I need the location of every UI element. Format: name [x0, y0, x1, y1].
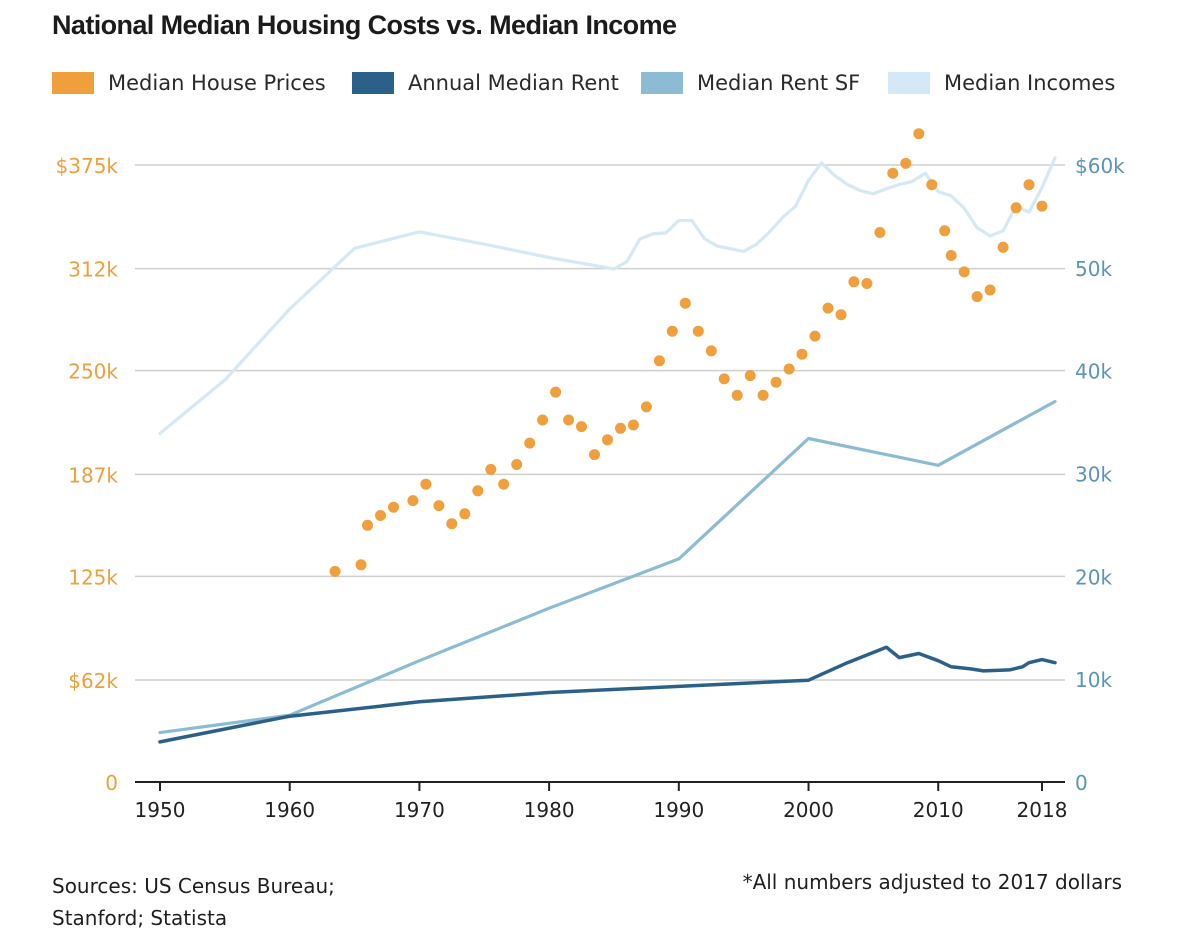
legend-label-median-house-prices: Median House Prices: [108, 71, 326, 95]
legend-swatch-annual-median-rent: [352, 72, 394, 94]
data-point-median-house-prices-14: [524, 437, 536, 449]
y-left-tick-label-2: 125k: [68, 565, 118, 589]
data-point-median-house-prices-19: [589, 449, 600, 461]
data-point-median-house-prices-42: [887, 167, 899, 179]
legend-label-annual-median-rent: Annual Median Rent: [408, 71, 619, 95]
legend-item-median-house-prices: Median House Prices: [52, 66, 326, 100]
data-point-median-house-prices-51: [997, 241, 1009, 253]
data-point-median-house-prices-12: [498, 478, 510, 490]
data-point-median-house-prices-35: [796, 348, 808, 360]
x-tick-label-1970: 1970: [394, 798, 445, 822]
data-point-median-house-prices-21: [615, 422, 626, 434]
data-point-median-house-prices-5: [407, 495, 419, 507]
x-tick-label-1960: 1960: [264, 798, 315, 822]
data-point-median-house-prices-39: [848, 276, 860, 288]
data-point-median-house-prices-40: [861, 278, 873, 289]
x-tick-label-2000: 2000: [783, 798, 834, 822]
source-line-1: Sources: US Census Bureau;: [52, 874, 335, 898]
data-point-median-house-prices-46: [939, 225, 951, 237]
data-point-median-house-prices-15: [537, 414, 549, 426]
legend-swatch-median-incomes: [888, 72, 930, 94]
y-right-tick-label-4: 40k: [1075, 360, 1112, 384]
y-right-tick-label-5: 50k: [1075, 257, 1112, 281]
data-point-median-house-prices-10: [472, 485, 484, 497]
data-point-median-house-prices-47: [945, 250, 957, 261]
data-point-median-house-prices-53: [1023, 179, 1035, 191]
data-point-median-house-prices-9: [459, 508, 471, 520]
data-point-median-house-prices-20: [602, 434, 613, 446]
y-left-tick-label-1: $62k: [68, 669, 118, 693]
data-point-median-house-prices-31: [744, 370, 756, 382]
data-point-median-house-prices-43: [900, 157, 912, 169]
source-line-2: Stanford; Statista: [52, 906, 228, 930]
data-point-median-house-prices-3: [375, 510, 386, 521]
data-point-median-house-prices-27: [692, 325, 704, 337]
data-point-median-house-prices-54: [1036, 200, 1048, 212]
adjustment-note: *All numbers adjusted to 2017 dollars: [742, 870, 1122, 894]
chart-source: Sources: US Census Bureau; Stanford; Sta…: [52, 870, 335, 934]
y-left-tick-label-3: 187k: [68, 463, 118, 487]
x-tick-label-1950: 1950: [135, 798, 186, 822]
y-left-tick-label-6: $375k: [56, 154, 119, 178]
series-line-median-incomes: [158, 156, 1057, 435]
data-point-median-house-prices-26: [679, 297, 691, 309]
legend-item-median-rent-sf: Median Rent SF: [641, 66, 860, 100]
data-point-median-house-prices-37: [822, 302, 834, 314]
y-left-tick-label-4: 250k: [68, 360, 118, 384]
data-point-median-house-prices-1: [355, 559, 367, 571]
data-point-median-house-prices-25: [666, 325, 678, 337]
data-point-median-house-prices-30: [731, 389, 743, 401]
data-point-median-house-prices-50: [984, 284, 996, 296]
x-tick-label-2018: 2018: [1017, 798, 1068, 822]
y-right-tick-label-0: 0: [1075, 771, 1088, 795]
y-left-tick-label-5: 312k: [68, 258, 118, 282]
data-point-median-house-prices-16: [550, 386, 562, 398]
chart-title: National Median Housing Costs vs. Median…: [52, 10, 677, 40]
data-point-median-house-prices-34: [783, 363, 795, 375]
data-point-median-house-prices-44: [913, 128, 925, 140]
series-line-annual-median-rent: [158, 645, 1057, 744]
data-point-median-house-prices-52: [1010, 202, 1022, 214]
data-point-median-house-prices-4: [388, 501, 399, 513]
y-left-tick-label-0: 0: [105, 771, 118, 795]
data-point-median-house-prices-8: [446, 518, 458, 530]
data-point-median-house-prices-48: [958, 266, 970, 278]
chart-legend: Median House Prices Annual Median Rent M…: [52, 66, 1172, 100]
data-point-median-house-prices-41: [874, 227, 886, 238]
chart-plot: 0 $62k 125k 187k 250k 312k $375k 0 10k 20k 30k 40k 5…: [56, 128, 1125, 822]
data-point-median-house-prices-29: [718, 373, 730, 385]
data-point-median-house-prices-38: [835, 309, 847, 321]
data-point-median-house-prices-32: [757, 389, 769, 401]
data-point-median-house-prices-36: [809, 330, 821, 342]
data-point-median-house-prices-18: [576, 421, 587, 433]
data-point-median-house-prices-33: [770, 376, 782, 388]
data-point-median-house-prices-2: [362, 519, 373, 531]
legend-label-median-rent-sf: Median Rent SF: [697, 71, 861, 95]
legend-label-median-incomes: Median Incomes: [944, 71, 1116, 95]
legend-swatch-median-rent-sf: [641, 72, 683, 94]
data-point-median-house-prices-13: [511, 459, 523, 470]
legend-item-annual-median-rent: Annual Median Rent: [352, 66, 619, 100]
data-point-median-house-prices-22: [627, 419, 639, 431]
data-point-median-house-prices-17: [563, 414, 575, 426]
legend-swatch-median-house-prices: [52, 72, 94, 94]
data-point-median-house-prices-49: [971, 291, 983, 303]
series-line-median-rent-sf: [158, 399, 1057, 735]
data-point-median-house-prices-0: [329, 565, 341, 577]
legend-item-median-incomes: Median Incomes: [888, 66, 1115, 100]
data-point-median-house-prices-6: [420, 478, 432, 490]
data-point-median-house-prices-7: [433, 500, 445, 512]
x-tick-label-1980: 1980: [524, 798, 575, 822]
data-point-median-house-prices-11: [485, 463, 497, 475]
y-right-tick-label-2: 20k: [1075, 565, 1112, 589]
data-point-median-house-prices-28: [705, 345, 717, 357]
x-tick-label-2010: 2010: [913, 798, 964, 822]
data-point-median-house-prices-24: [653, 355, 665, 367]
data-point-median-house-prices-23: [640, 401, 652, 413]
y-right-tick-label-3: 30k: [1075, 463, 1112, 487]
y-right-tick-label-6: $60k: [1075, 154, 1125, 178]
data-point-median-house-prices-45: [926, 179, 938, 191]
x-tick-label-1990: 1990: [653, 798, 704, 822]
y-right-tick-label-1: 10k: [1075, 668, 1112, 692]
